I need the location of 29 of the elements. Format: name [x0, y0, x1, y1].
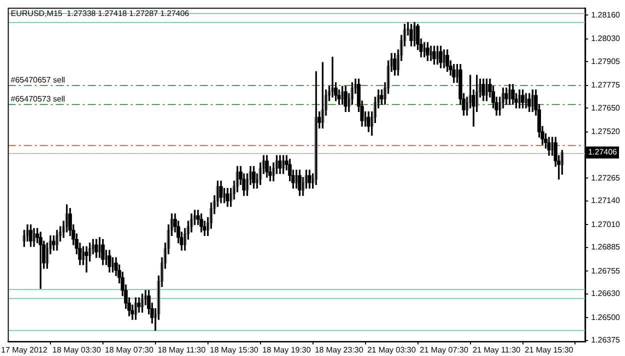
y-tick-label: 1.26375 [591, 336, 621, 345]
y-tick-label: 1.27010 [591, 220, 621, 229]
x-tick-label: 18 May 15:30 [210, 345, 259, 354]
y-tick-label: 1.26630 [591, 289, 621, 298]
y-tick-label: 1.26755 [591, 266, 621, 276]
x-tick-label: 21 May 15:30 [524, 345, 574, 354]
x-tick-label: 18 May 03:30 [52, 345, 102, 354]
ref-line-label: 1.27406 [588, 148, 618, 157]
x-tick-label: 18 May 11:30 [158, 345, 206, 354]
x-tick-label: 18 May 19:30 [262, 345, 312, 354]
x-tick-label: 21 May 03:30 [367, 345, 416, 354]
chart-title: EURUSD,M15 1.27338 1.27418 1.27287 1.27406 [10, 9, 190, 18]
x-tick-label: 17 May 2012 [1, 345, 48, 354]
y-tick-label: 1.26500 [591, 312, 621, 322]
y-tick-label: 1.27265 [591, 173, 621, 182]
ref-line-label: #65470657 sell [10, 75, 66, 84]
x-tick-label: 21 May 07:30 [420, 345, 469, 354]
y-tick-label: 1.27775 [591, 80, 621, 90]
y-tick-label: 1.28160 [591, 10, 621, 20]
y-tick-label: 1.27140 [591, 196, 621, 206]
ref-line-label: #65470573 sell [10, 94, 66, 104]
y-tick-label: 1.27520 [591, 126, 621, 136]
y-tick-label: 1.28030 [591, 34, 621, 43]
x-tick-label: 18 May 23:30 [314, 345, 364, 354]
x-tick-label: 18 May 07:30 [104, 345, 154, 354]
y-tick-label: 1.26885 [591, 242, 621, 252]
y-tick-label: 1.27650 [591, 103, 621, 112]
x-tick-label: 21 May 11:30 [472, 345, 522, 354]
y-tick-label: 1.27905 [591, 56, 621, 66]
